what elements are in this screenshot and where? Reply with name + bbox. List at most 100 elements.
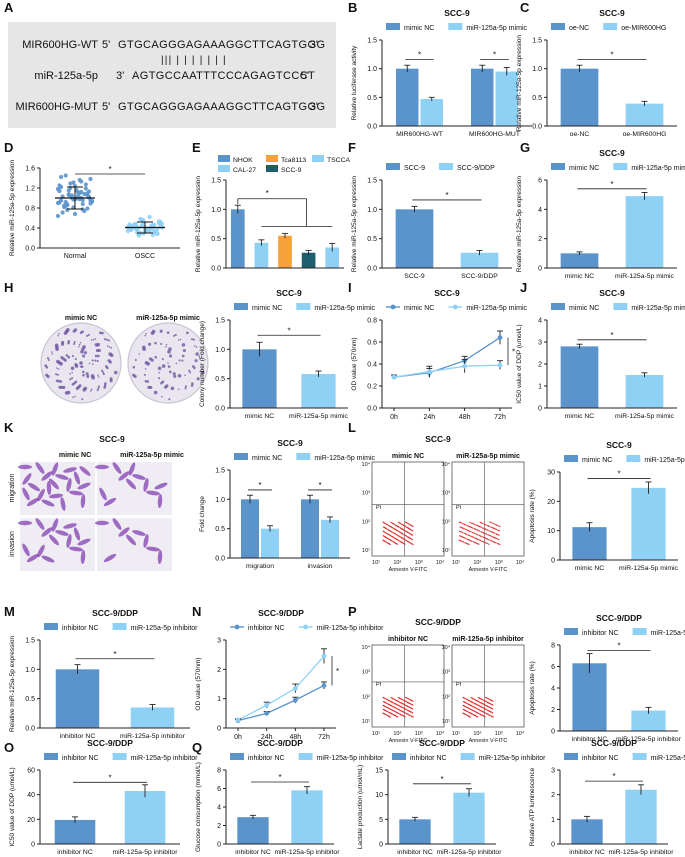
event-dot [392,536,395,539]
data-point [264,710,270,716]
legend-swatch [230,753,244,760]
legend-label: miR-125a-5p inhibitor [131,755,199,762]
colony [193,366,196,370]
chart-C: SCC-9 oe-NC oe-MIR600HG 0.0 0.5 1.0 1.5 Relativ… [516,8,677,138]
y-tick-label: 4 [538,318,542,325]
event-dot [392,527,394,529]
event-dot [476,538,479,540]
event-dot [490,526,492,528]
colony [71,371,73,374]
flow-y-tick: 10⁴ [442,644,451,651]
event-dot [492,716,494,718]
data-point [152,222,157,228]
event-dot [465,542,467,544]
flow-y-label: PI [376,682,382,688]
y-tick-label: 40 [27,792,35,799]
y-tick-label: 3 [551,768,555,775]
cell [55,474,69,480]
flow-title: SCC-9 [425,434,451,444]
y-tick-label: 0 [217,726,221,733]
cell [103,553,117,563]
y-axis-label: OD value (570nm) [195,657,202,710]
event-dot [407,702,410,704]
legend-swatch [266,165,278,172]
flow-x-tick: 10³ [495,560,503,566]
colony [57,368,60,370]
legend-label: miR-125a-5p inhibitor [651,755,685,762]
sequence-prefix: 3' [116,70,124,82]
y-axis-label: Relative miR-125a-5p expression [9,636,16,732]
data-point [264,702,270,708]
event-dot [494,528,496,530]
chart-Q2: SCC-9/DDP inhibitor NC miR-125a-5p inhibit… [357,738,546,856]
event-dot [467,534,469,536]
colony [46,357,50,360]
event-dot [483,527,485,530]
y-tick-label: 4 [538,207,542,214]
data-point [235,717,241,723]
y-tick-label: 6 [551,664,555,671]
bar [631,710,666,731]
event-dot [401,698,404,701]
colony [54,343,59,348]
legend-label: mimic NC [404,25,434,32]
y-tick-label: 0.5 [367,236,377,243]
data-point [88,176,93,182]
chart-title: SCC-9 [444,8,470,18]
y-tick-label: 1.5 [25,638,35,645]
event-dot [390,521,392,524]
legend-label: miR-125a-5p inhibitor [131,625,199,632]
event-dot [405,708,407,711]
colony [181,359,184,362]
cell [77,482,91,490]
flow-y-tick: 10² [442,694,450,700]
bar [571,819,603,844]
colony [106,345,109,347]
event-dot [493,523,495,525]
colony [164,385,168,389]
event-dot [400,532,402,534]
event-dot [482,540,484,543]
event-dot [411,704,414,706]
y-tick-label: 0.0 [367,124,377,131]
event-dot [478,530,481,532]
colony [175,362,178,365]
flow-plot-label: mimic NC [392,453,424,460]
y-tick-label: 3 [217,638,221,645]
event-dot [482,522,484,525]
x-tick-label: 24h [423,414,435,421]
legend-label: miR-125a-5p mimic [314,305,375,312]
y-tick-label: 0.0 [211,266,221,273]
colony [64,391,69,395]
x-tick-label: miR-125a-5p mimic [619,565,679,572]
panel-letter: J [520,280,527,295]
colony [73,342,76,346]
y-tick-label: 1.6 [25,166,35,173]
event-dot [469,708,472,710]
cell [22,487,30,501]
colony [56,367,58,369]
event-dot [474,537,476,539]
colony [170,386,175,391]
event-dot [471,522,473,524]
legend-marker [452,304,458,310]
legend-swatch [551,303,565,310]
y-tick-label: 0 [551,558,555,565]
event-dot [467,525,470,527]
colony [101,369,104,372]
event-dot [479,539,482,542]
event-dot [397,704,399,706]
colony [96,389,99,392]
y-tick-label: 0 [379,842,383,849]
chart-L2: SCC-9 mimic NC miR-125a-5p mimic 0 10 20 30 Apo… [529,440,685,572]
colony [71,355,74,358]
event-dot [495,533,498,535]
bar [124,790,166,844]
colony [108,360,112,364]
x-tick-label: miR-125a-5p inhibitor [609,849,675,856]
flow-y-tick: 10³ [442,670,450,676]
colony [86,334,89,337]
event-dot [407,713,409,715]
